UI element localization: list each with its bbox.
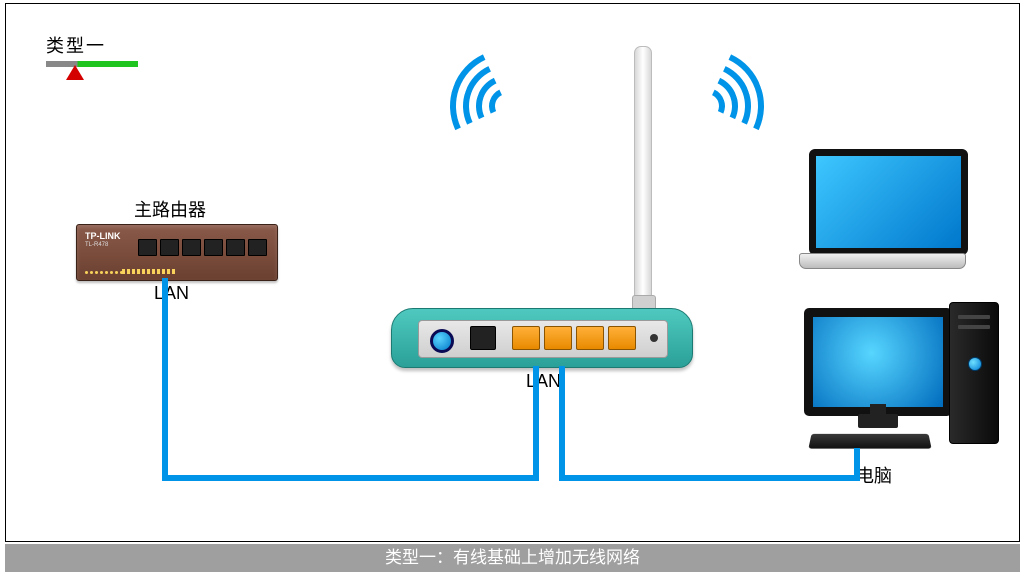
tower-icon [949,302,999,444]
laptop-base [799,253,966,269]
laptop-device [799,149,964,269]
wireless-router-device [391,296,691,368]
lan-ports-icon [512,326,636,350]
drive-slot-icon [958,325,990,329]
led-icon [85,271,123,274]
drive-slot-icon [958,315,990,319]
legend-marker-icon [66,65,84,80]
desktop-label: 电脑 [856,462,892,488]
power-button-icon [968,357,982,371]
desktop-device [804,302,999,462]
monitor-icon [804,308,952,416]
main-router-model: TL-R478 [85,242,108,248]
diagram-frame: 类型一 主路由器 TP-LINK TL-R478 LAN LAN [5,3,1020,542]
legend-title: 类型一 [46,32,138,58]
wifi-signal-right-icon [661,60,741,140]
wireless-router-lan-label: LAN [526,371,561,392]
main-router-lan-label: LAN [154,283,189,304]
legend: 类型一 [46,32,138,67]
keyboard-icon [808,434,931,449]
main-router-brand: TP-LINK [85,231,121,241]
power-jack-icon [430,329,454,353]
reset-hole-icon [650,334,658,342]
wifi-signal-left-icon [461,60,541,140]
main-router-device: TP-LINK TL-R478 [76,224,278,281]
monitor-stand [858,414,898,428]
wan-port-icon [470,326,496,350]
decor-strip [122,269,177,274]
antenna-icon [634,46,652,310]
main-router-label: 主路由器 [134,196,206,222]
main-router-ports [138,239,267,256]
laptop-screen [809,149,968,255]
caption-bar: 类型一：有线基础上增加无线网络 [5,544,1020,572]
legend-bar [46,61,138,67]
